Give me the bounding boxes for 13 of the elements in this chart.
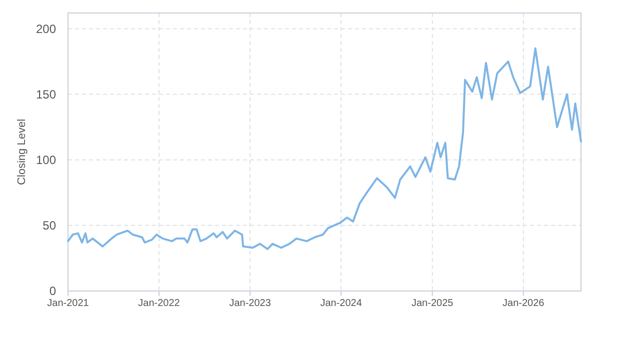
x-tick-label: Jan-2021 [47,298,90,309]
x-tick-label: Jan-2025 [412,298,454,309]
y-tick-label: 100 [36,153,56,168]
line-series [67,47,582,250]
y-axis-title: Closing Level [16,118,28,186]
x-tick-label: Jan-2024 [320,298,362,309]
y-tick-label: 0 [49,284,56,298]
y-tick-label: 50 [42,218,56,233]
y-tick-label: 200 [36,22,56,36]
x-tick-label: Jan-2022 [138,298,180,309]
y-tick-label: 150 [36,88,56,102]
x-tick-label: Jan-2026 [502,298,545,309]
x-tick-label: Jan-2023 [229,298,272,309]
